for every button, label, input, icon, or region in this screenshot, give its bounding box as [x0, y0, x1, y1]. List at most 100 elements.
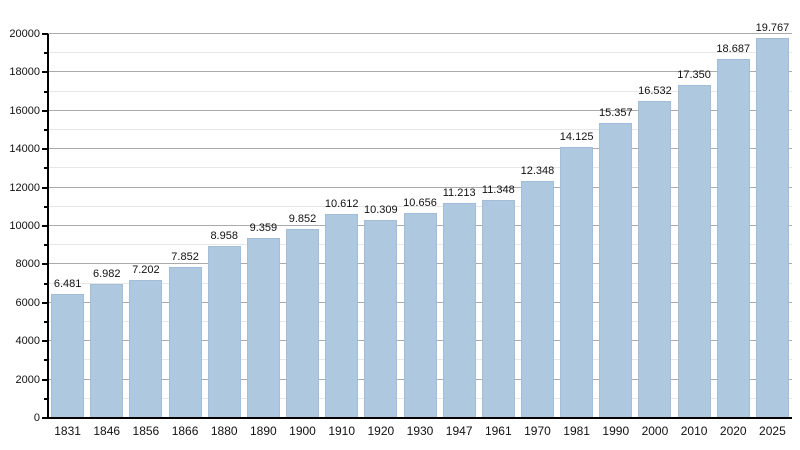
y-tick-label-6000: 6000: [15, 296, 40, 309]
bar-value-label-1981: 14.125: [559, 130, 594, 143]
y-tick-label-16000: 16000: [9, 104, 40, 117]
bar-2010: [677, 84, 711, 418]
major-y-tick-16000: [42, 109, 48, 112]
bar-1981: [560, 146, 594, 418]
major-y-tick-0: [42, 417, 48, 419]
major-y-tick-6000: [42, 301, 48, 304]
major-y-tick-20000: [42, 33, 48, 35]
x-tick-label-1880: 1880: [210, 424, 238, 438]
bar-1856: [129, 279, 163, 418]
minor-y-tick-3000: [44, 359, 48, 362]
major-y-tick-18000: [42, 71, 48, 74]
x-tick-label-1856: 1856: [132, 424, 160, 438]
bar-1910: [325, 214, 359, 418]
minor-y-tick-7000: [44, 282, 48, 285]
x-tick-label-1831: 1831: [54, 424, 81, 438]
major-y-tick-12000: [42, 186, 48, 189]
major-gridline-16000: [48, 109, 792, 111]
minor-y-tick-17000: [44, 90, 48, 93]
bar-1880: [207, 246, 241, 418]
minor-gridline-19000: [48, 52, 792, 54]
bar-value-label-1880: 8.958: [210, 230, 238, 243]
x-tick-label-2010: 2010: [680, 424, 708, 438]
bar-value-label-1930: 10.656: [403, 197, 437, 210]
major-gridline-12000: [48, 186, 792, 188]
bar-2020: [716, 59, 750, 418]
x-axis-line: [47, 417, 792, 419]
bar-1970: [520, 180, 554, 418]
bar-2025: [755, 38, 789, 418]
y-tick-label-8000: 8000: [15, 258, 40, 271]
bar-1846: [90, 283, 124, 418]
bar-value-label-2020: 18.687: [716, 43, 751, 56]
minor-y-tick-5000: [44, 321, 48, 323]
y-tick-label-18000: 18000: [9, 66, 40, 79]
minor-gridline-13000: [48, 167, 792, 169]
x-tick-label-1846: 1846: [93, 424, 121, 438]
x-tick-label-1890: 1890: [250, 424, 277, 438]
bar-value-label-1900: 9.852: [288, 212, 317, 225]
bar-1961: [481, 200, 515, 418]
x-tick-label-1930: 1930: [406, 424, 434, 438]
bar-value-label-1831: 6.481: [53, 277, 82, 290]
bar-value-label-1866: 7.852: [171, 251, 199, 264]
bar-value-label-2010: 17.350: [677, 68, 711, 81]
x-tick-label-1961: 1961: [484, 424, 512, 438]
x-tick-label-2025: 2025: [759, 424, 786, 438]
minor-gridline-17000: [48, 90, 792, 92]
bar-1890: [246, 238, 280, 418]
bar-value-label-1856: 7.202: [132, 263, 160, 276]
bar-1930: [403, 213, 437, 418]
major-y-tick-14000: [42, 148, 48, 151]
bar-value-label-1970: 12.348: [520, 164, 555, 177]
bar-1947: [442, 202, 476, 418]
x-tick-label-2020: 2020: [719, 424, 747, 438]
bar-1990: [599, 123, 633, 418]
bar-value-label-1910: 10.612: [324, 198, 359, 211]
y-tick-label-2000: 2000: [15, 373, 40, 386]
bar-value-label-1961: 11.348: [481, 184, 515, 197]
minor-gridline-15000: [48, 129, 792, 130]
major-gridline-20000: [48, 33, 792, 34]
bar-value-label-1947: 11.213: [442, 186, 476, 199]
minor-y-tick-11000: [44, 205, 48, 208]
minor-y-tick-13000: [44, 167, 48, 170]
bar-value-label-1846: 6.982: [92, 267, 121, 280]
x-tick-label-1970: 1970: [524, 424, 551, 438]
minor-gridline-11000: [48, 205, 792, 207]
x-tick-label-1900: 1900: [289, 424, 316, 438]
bar-1900: [286, 228, 320, 418]
bar-value-label-1990: 15.357: [598, 107, 633, 120]
bar-1920: [364, 220, 398, 418]
bar-value-label-1920: 10.309: [364, 204, 398, 217]
y-tick-label-14000: 14000: [9, 143, 40, 156]
major-y-tick-2000: [42, 378, 48, 381]
bar-1831: [51, 293, 85, 418]
major-gridline-18000: [48, 71, 792, 73]
bar-value-label-2025: 19.767: [755, 22, 790, 35]
y-tick-label-10000: 10000: [9, 220, 40, 232]
plot-area: 6.481 6.982 7.202 7.852 8.958 9.359 9.852 10.61…: [48, 22, 792, 418]
x-tick-label-1910: 1910: [328, 424, 356, 438]
x-tick-label-1866: 1866: [171, 424, 199, 438]
bar-1866: [168, 267, 202, 418]
x-tick-label-1981: 1981: [563, 424, 590, 438]
x-tick-label-1920: 1920: [367, 424, 395, 438]
y-tick-label-4000: 4000: [15, 335, 40, 348]
y-tick-label-12000: 12000: [9, 181, 40, 194]
major-y-tick-8000: [42, 263, 48, 266]
bar-value-label-2000: 16.532: [638, 84, 672, 97]
y-tick-label-0: 0: [33, 412, 40, 424]
minor-y-tick-19000: [44, 52, 48, 55]
bar-2000: [638, 100, 672, 418]
major-y-tick-4000: [42, 340, 48, 343]
minor-y-tick-1000: [44, 397, 48, 400]
x-tick-label-2000: 2000: [641, 424, 669, 438]
minor-y-tick-15000: [44, 129, 48, 131]
y-axis-line: [47, 34, 49, 419]
y-tick-label-20000: 20000: [9, 28, 40, 40]
minor-y-tick-9000: [44, 244, 48, 247]
bar-value-label-1890: 9.359: [249, 222, 278, 235]
x-tick-label-1990: 1990: [602, 424, 630, 438]
